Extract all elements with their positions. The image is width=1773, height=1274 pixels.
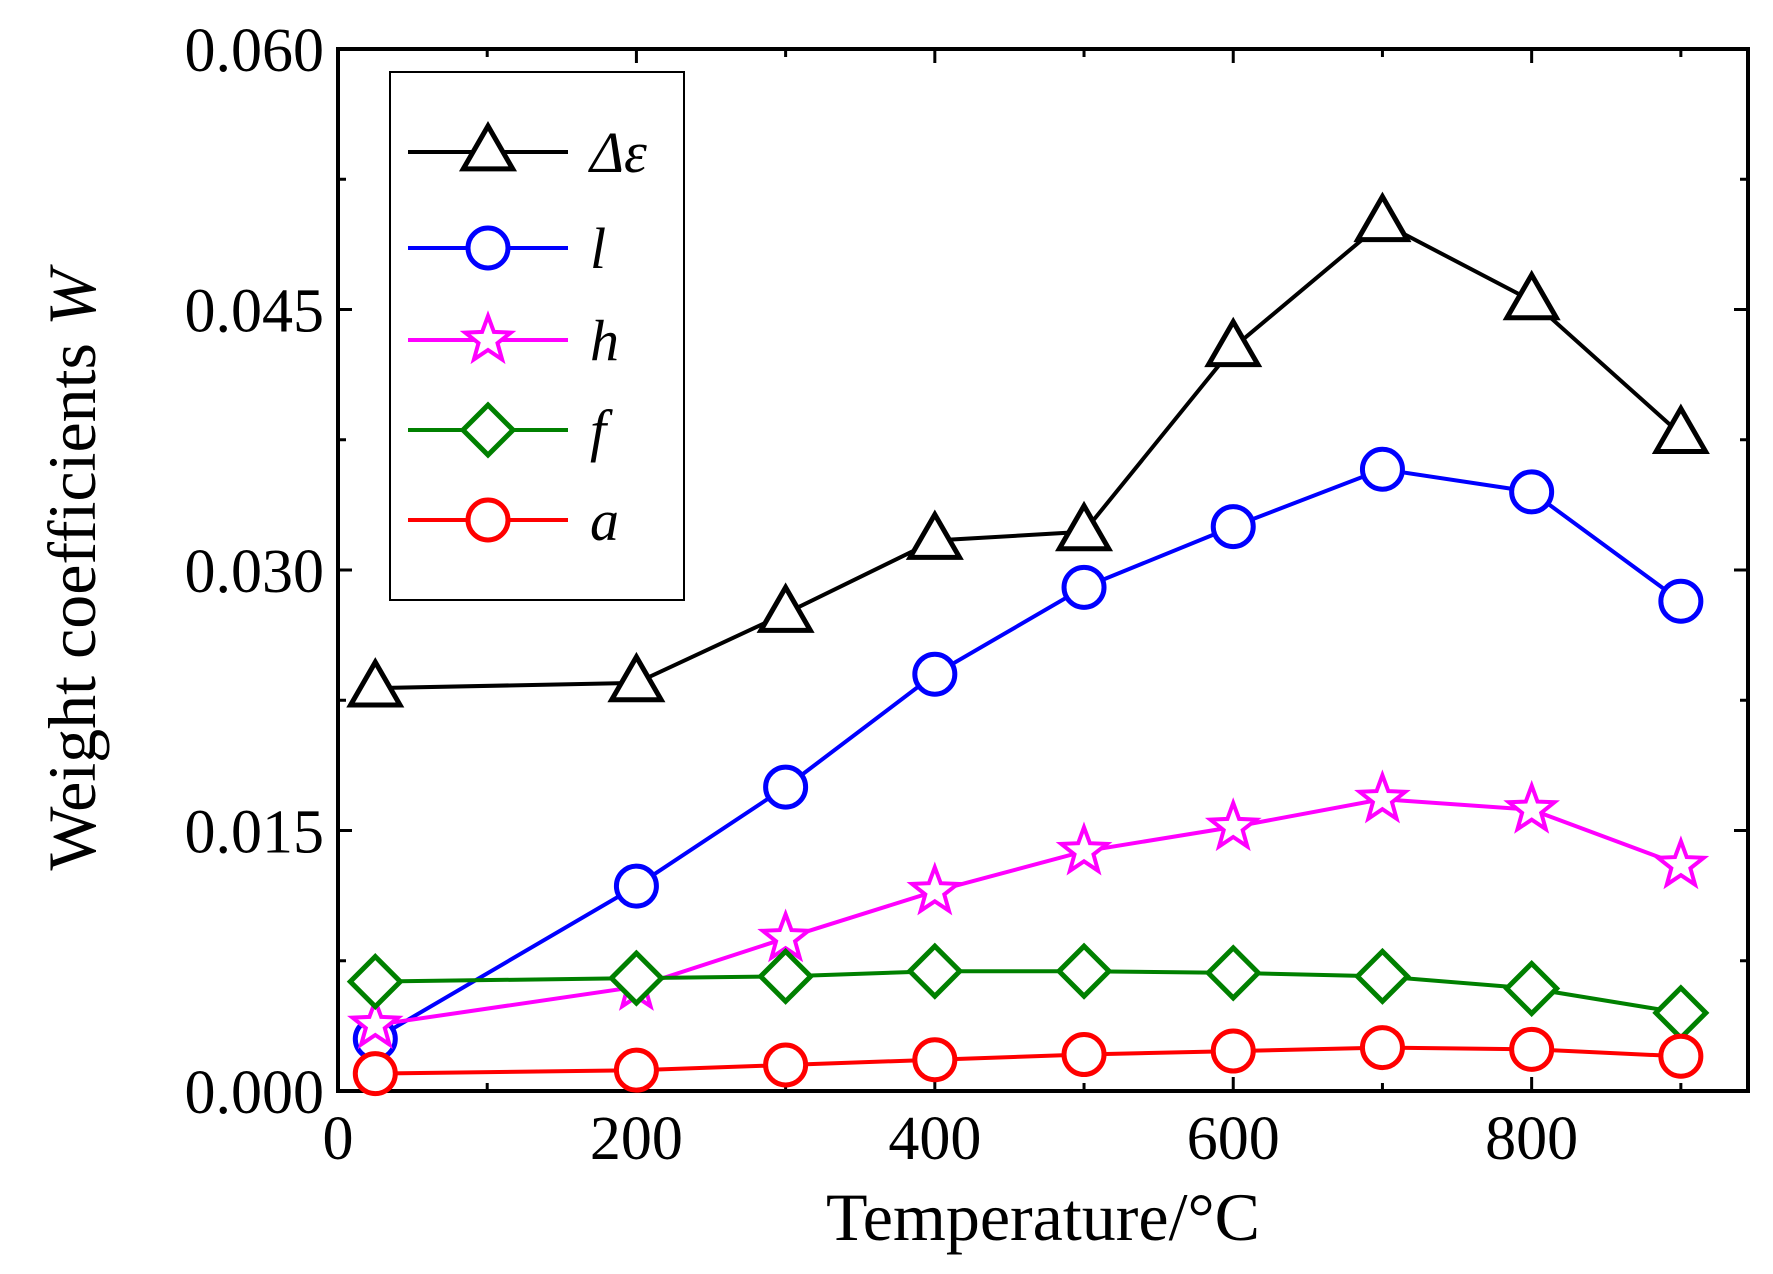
x-tick-label: 600 xyxy=(1187,1105,1280,1173)
series-line xyxy=(375,797,1682,1027)
data-point xyxy=(1509,469,1555,515)
data-point xyxy=(1509,1026,1555,1072)
data-point xyxy=(1204,316,1263,368)
x-tick-label: 800 xyxy=(1485,1105,1578,1173)
data-point xyxy=(1353,947,1411,1005)
data-point xyxy=(613,1047,659,1093)
data-point xyxy=(1055,821,1113,876)
legend-label: Δε xyxy=(588,120,647,185)
data-point xyxy=(1210,1028,1256,1074)
legend-marker xyxy=(465,497,511,543)
data-point xyxy=(1652,835,1710,890)
y-tick-label: 0.045 xyxy=(185,278,325,346)
data-point xyxy=(1503,779,1560,834)
data-point xyxy=(1658,578,1704,624)
data-point xyxy=(1502,269,1561,321)
data-point xyxy=(757,947,815,1005)
data-point xyxy=(905,509,964,560)
data-point xyxy=(1353,191,1412,243)
data-point xyxy=(1204,797,1262,852)
data-point xyxy=(613,863,659,909)
data-point xyxy=(763,764,809,810)
data-point xyxy=(1204,944,1262,1002)
data-point xyxy=(1354,769,1411,824)
y-tick-label: 0.015 xyxy=(185,799,325,867)
data-point xyxy=(346,657,405,708)
legend-marker xyxy=(458,120,518,172)
series-line xyxy=(375,969,1682,1015)
y-axis-title-symbol: W xyxy=(34,264,110,326)
legend-marker xyxy=(465,225,511,271)
data-point xyxy=(912,651,958,697)
y-tick-label: 0.060 xyxy=(185,17,325,85)
axis-ticks xyxy=(336,47,1748,1093)
data-point xyxy=(1055,500,1114,552)
data-point xyxy=(1055,942,1113,1000)
data-point xyxy=(1359,1025,1405,1071)
data-point xyxy=(1210,504,1256,550)
data-point xyxy=(1061,564,1107,610)
y-tick-label: 0.000 xyxy=(185,1059,325,1127)
data-point xyxy=(1359,446,1405,492)
legend-label: h xyxy=(590,308,619,373)
data-point xyxy=(906,861,964,916)
data-point xyxy=(763,1042,809,1088)
data-point xyxy=(352,1051,398,1097)
x-tick-label: 0 xyxy=(323,1105,354,1173)
data-point xyxy=(1061,1032,1107,1078)
data-point xyxy=(1651,403,1710,454)
data-point xyxy=(607,949,665,1007)
data-point xyxy=(1503,960,1561,1018)
series-line xyxy=(375,1045,1681,1076)
data-point xyxy=(1652,984,1710,1042)
y-axis-title-text: Weight coefficients xyxy=(34,326,110,871)
y-tick-label: 0.030 xyxy=(185,538,325,606)
axis-tick-labels: 0 200 400 600 800 0.000 0.015 0.030 0.045 0.060 xyxy=(185,17,1579,1173)
legend-label: l xyxy=(590,216,606,281)
data-point xyxy=(346,953,404,1011)
legend-marker xyxy=(459,310,517,365)
legend-box xyxy=(389,71,685,601)
data-point xyxy=(912,1037,958,1083)
x-tick-label: 200 xyxy=(590,1105,683,1173)
data-point xyxy=(756,582,815,633)
series-markers xyxy=(346,191,1710,1097)
legend-marker xyxy=(459,401,517,459)
data-point xyxy=(1658,1033,1704,1079)
data-point xyxy=(607,651,666,703)
x-tick-label: 400 xyxy=(888,1105,981,1173)
y-axis-title: Weight coefficients W xyxy=(34,264,110,871)
x-axis-title: Temperature/°C xyxy=(826,1179,1260,1255)
data-point xyxy=(906,942,964,1000)
data-point xyxy=(347,995,404,1050)
legend-label: a xyxy=(590,488,619,553)
